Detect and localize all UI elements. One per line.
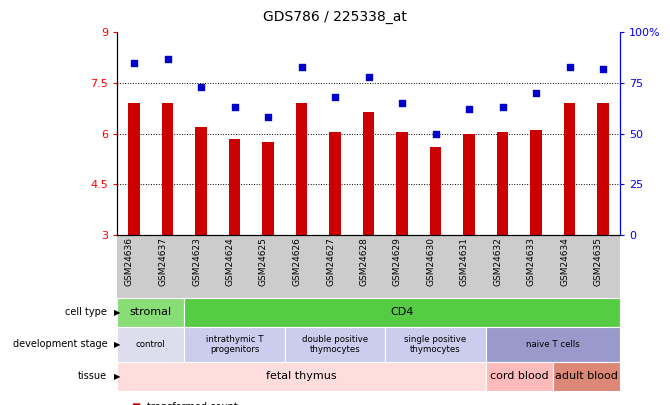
Text: GSM24628: GSM24628: [360, 237, 368, 286]
Bar: [463, 134, 475, 235]
Text: double positive
thymocytes: double positive thymocytes: [302, 335, 368, 354]
Text: naive T cells: naive T cells: [526, 340, 580, 349]
Bar: [496, 132, 509, 235]
Bar: [396, 132, 408, 235]
Text: GSM24629: GSM24629: [393, 237, 402, 286]
Text: GSM24623: GSM24623: [192, 237, 201, 286]
Text: cord blood: cord blood: [490, 371, 549, 382]
Point: [598, 66, 608, 72]
Bar: [329, 132, 341, 235]
Point: [129, 60, 139, 66]
Text: tissue: tissue: [78, 371, 107, 382]
Point: [464, 106, 474, 113]
Text: transformed count: transformed count: [147, 403, 238, 405]
Point: [397, 100, 407, 107]
Text: GSM24630: GSM24630: [427, 237, 436, 286]
Text: GSM24633: GSM24633: [527, 237, 536, 286]
Text: GSM24636: GSM24636: [125, 237, 134, 286]
Bar: [128, 103, 140, 235]
Bar: [228, 139, 241, 235]
Point: [564, 64, 575, 70]
Text: GSM24625: GSM24625: [259, 237, 268, 286]
Point: [330, 94, 340, 100]
Text: GSM24631: GSM24631: [460, 237, 469, 286]
Bar: [195, 127, 207, 235]
Text: intrathymic T
progenitors: intrathymic T progenitors: [206, 335, 263, 354]
Point: [497, 104, 508, 111]
Text: control: control: [136, 340, 165, 349]
Point: [162, 55, 173, 62]
Text: ▶: ▶: [114, 340, 121, 349]
Point: [229, 104, 240, 111]
Text: ■: ■: [131, 403, 140, 405]
Bar: [429, 147, 442, 235]
Text: GSM24626: GSM24626: [293, 237, 302, 286]
Point: [363, 74, 374, 80]
Text: GSM24635: GSM24635: [594, 237, 603, 286]
Text: GSM24637: GSM24637: [159, 237, 168, 286]
Bar: [362, 112, 375, 235]
Text: GSM24627: GSM24627: [326, 237, 335, 286]
Bar: [295, 103, 308, 235]
Text: GSM24624: GSM24624: [226, 237, 234, 286]
Text: GSM24632: GSM24632: [494, 237, 502, 286]
Bar: [262, 142, 274, 235]
Bar: [530, 130, 542, 235]
Text: cell type: cell type: [65, 307, 107, 318]
Text: ▶: ▶: [114, 308, 121, 317]
Point: [196, 84, 206, 90]
Text: ▶: ▶: [114, 372, 121, 381]
Point: [531, 90, 541, 96]
Text: stromal: stromal: [130, 307, 172, 318]
Text: adult blood: adult blood: [555, 371, 618, 382]
Text: development stage: development stage: [13, 339, 107, 350]
Text: GDS786 / 225338_at: GDS786 / 225338_at: [263, 10, 407, 24]
Bar: [597, 103, 609, 235]
Text: fetal thymus: fetal thymus: [266, 371, 337, 382]
Point: [430, 130, 441, 137]
Bar: [563, 103, 576, 235]
Text: GSM24634: GSM24634: [561, 237, 570, 286]
Bar: [161, 103, 174, 235]
Text: CD4: CD4: [391, 307, 413, 318]
Text: single positive
thymocytes: single positive thymocytes: [405, 335, 466, 354]
Point: [296, 64, 307, 70]
Point: [263, 114, 273, 121]
